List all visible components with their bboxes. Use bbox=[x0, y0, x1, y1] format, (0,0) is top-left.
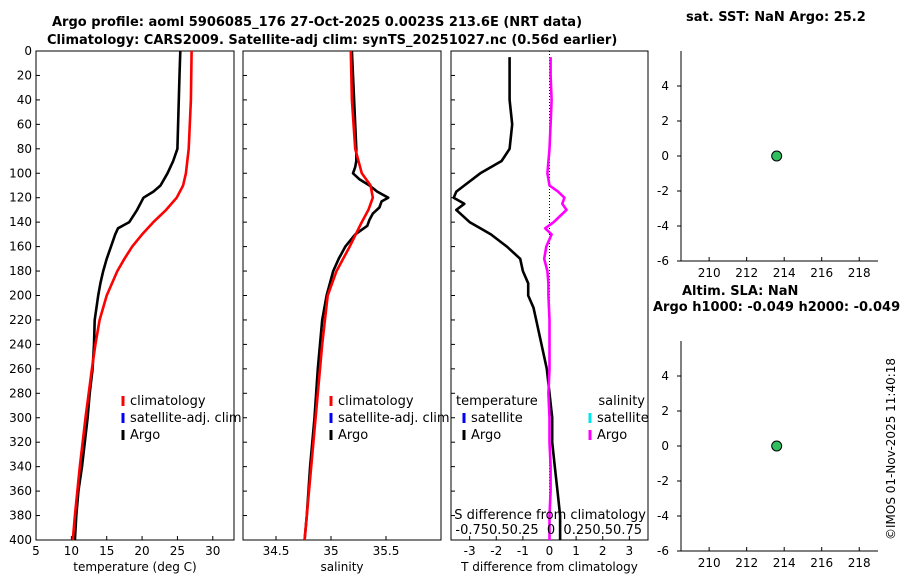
sla-ytick-label: -2 bbox=[657, 474, 669, 488]
temperature-ytick-label: 40 bbox=[17, 93, 32, 107]
temperature-ytick-label: 60 bbox=[17, 117, 32, 131]
temperature-legend-satellite-label: satellite-adj. clim bbox=[130, 411, 242, 426]
difference-xtick-label: 0 bbox=[546, 544, 554, 558]
temperature-xtick-label: 20 bbox=[134, 544, 149, 558]
sla-xtick-label: 218 bbox=[848, 556, 871, 570]
temperature-xtick-label: 15 bbox=[99, 544, 114, 558]
temperature-ytick-label: 400 bbox=[9, 533, 32, 547]
temperature-legend-argo-label: Argo bbox=[130, 428, 160, 443]
temperature-climatology-line bbox=[71, 50, 193, 541]
difference-legend-s-argo-label: Argo bbox=[597, 428, 627, 443]
temperature-ytick-label: 140 bbox=[9, 215, 32, 229]
temperature-xlabel: temperature (deg C) bbox=[73, 560, 196, 574]
sst-point bbox=[771, 150, 783, 162]
salinity-argo-line bbox=[303, 50, 390, 541]
sla-xtick-label: 212 bbox=[735, 556, 758, 570]
sla-panel-title-1: Altim. SLA: NaN bbox=[682, 284, 799, 299]
figure-title-line2: Climatology: CARS2009. Satellite-adj cli… bbox=[47, 33, 618, 48]
sla-ytick-label: 2 bbox=[661, 404, 669, 418]
temperature-xtick-label: 10 bbox=[64, 544, 79, 558]
salinity-xtick-label: 35 bbox=[323, 544, 338, 558]
salinity-xtick-label: 34.5 bbox=[263, 544, 290, 558]
difference-xlabel: T difference from climatology bbox=[460, 560, 638, 574]
figure-title-line1: Argo profile: aoml 5906085_176 27-Oct-20… bbox=[52, 15, 583, 30]
salinity-xtick-label: 35.5 bbox=[373, 544, 400, 558]
sst-ytick-label: -2 bbox=[657, 184, 669, 198]
difference-top-axis-label: S difference from climatology bbox=[454, 508, 646, 523]
sst-xtick-label: 214 bbox=[773, 266, 796, 280]
sst-xtick-label: 218 bbox=[848, 266, 871, 280]
salinity-climatology-line bbox=[303, 50, 375, 541]
temperature-ytick-label: 380 bbox=[9, 509, 32, 523]
difference-legend-t-satellite-label: satellite bbox=[471, 411, 523, 426]
temperature-ytick-label: 220 bbox=[9, 313, 32, 327]
temperature-ytick-label: 100 bbox=[9, 166, 32, 180]
salinity-legend-argo-label: Argo bbox=[338, 428, 368, 443]
temperature-ytick-label: 340 bbox=[9, 460, 32, 474]
difference-xtick-label: -2 bbox=[490, 544, 502, 558]
difference-xtick-label: 1 bbox=[572, 544, 580, 558]
difference-temperature-argo-line bbox=[452, 57, 562, 540]
sla-ytick-label: -4 bbox=[657, 509, 669, 523]
temperature-ytick-label: 200 bbox=[9, 289, 32, 303]
sla-point bbox=[771, 440, 783, 452]
temperature-ytick-label: 120 bbox=[9, 191, 32, 205]
temperature-ytick-label: 320 bbox=[9, 435, 32, 449]
salinity-legend-satellite-label: satellite-adj. clim bbox=[338, 411, 450, 426]
temperature-ytick-label: 20 bbox=[17, 68, 32, 82]
temperature-ytick-label: 180 bbox=[9, 264, 32, 278]
temperature-xtick-label: 5 bbox=[32, 544, 40, 558]
difference-salinity-argo-line bbox=[542, 57, 568, 540]
temperature-ytick-label: 300 bbox=[9, 411, 32, 425]
temperature-ytick-label: 80 bbox=[17, 142, 32, 156]
temperature-xtick-label: 25 bbox=[170, 544, 185, 558]
difference-xtick-label: -3 bbox=[464, 544, 476, 558]
salinity-xlabel: salinity bbox=[320, 560, 363, 574]
sst-xtick-label: 216 bbox=[810, 266, 833, 280]
sla-ytick-label: -6 bbox=[657, 544, 669, 558]
salinity-legend-climatology-label: climatology bbox=[338, 394, 414, 409]
difference-legend-s-satellite-label: satellite bbox=[597, 411, 649, 426]
temperature-xtick-label: 30 bbox=[205, 544, 220, 558]
temperature-axes-frame bbox=[35, 50, 235, 541]
difference-top-axis-ticks: -0.750.50.25 0 0.250.50.75 bbox=[455, 523, 642, 538]
sla-xtick-label: 210 bbox=[698, 556, 721, 570]
sst-ytick-label: 2 bbox=[661, 114, 669, 128]
salinity-axes-frame bbox=[242, 50, 442, 541]
sla-xtick-label: 216 bbox=[810, 556, 833, 570]
sla-xtick-label: 214 bbox=[773, 556, 796, 570]
sst-xtick-label: 210 bbox=[698, 266, 721, 280]
sst-xtick-label: 212 bbox=[735, 266, 758, 280]
sst-ytick-label: 0 bbox=[661, 149, 669, 163]
temperature-legend-climatology-label: climatology bbox=[130, 394, 206, 409]
sla-panel-title-2: Argo h1000: -0.049 h2000: -0.049 bbox=[653, 300, 900, 315]
temperature-ytick-label: 280 bbox=[9, 386, 32, 400]
difference-legend-salinity-title: salinity bbox=[598, 394, 645, 409]
difference-xtick-label: 2 bbox=[599, 544, 607, 558]
temperature-argo-line bbox=[73, 50, 182, 541]
difference-legend-temperature-title: temperature bbox=[456, 394, 538, 409]
temperature-ytick-label: 0 bbox=[24, 44, 32, 58]
temperature-ytick-label: 260 bbox=[9, 362, 32, 376]
sst-ytick-label: -4 bbox=[657, 219, 669, 233]
temperature-ytick-label: 360 bbox=[9, 484, 32, 498]
difference-legend-t-argo-label: Argo bbox=[471, 428, 501, 443]
difference-xtick-label: -1 bbox=[517, 544, 529, 558]
difference-xtick-label: 3 bbox=[626, 544, 634, 558]
sst-panel-title: sat. SST: NaN Argo: 25.2 bbox=[686, 10, 866, 25]
sla-ytick-label: 0 bbox=[661, 439, 669, 453]
temperature-ytick-label: 160 bbox=[9, 240, 32, 254]
temperature-ytick-label: 240 bbox=[9, 337, 32, 351]
sst-ytick-label: -6 bbox=[657, 254, 669, 268]
sla-ytick-label: 4 bbox=[661, 369, 669, 383]
sst-ytick-label: 4 bbox=[661, 79, 669, 93]
